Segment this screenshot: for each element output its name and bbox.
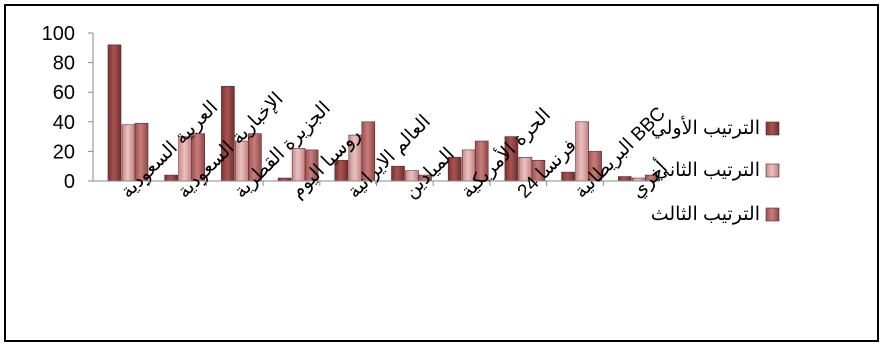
legend-swatch <box>765 121 780 136</box>
bar <box>561 171 575 182</box>
y-tick-label: 80 <box>53 53 75 75</box>
legend-swatch <box>765 207 780 222</box>
y-tick-label: 60 <box>53 82 75 104</box>
legend: الترتيب الأولي الترتيب الثاني الترتيب الثا… <box>651 115 780 225</box>
bar <box>164 174 178 182</box>
bars-group <box>107 44 659 182</box>
bar <box>107 44 122 182</box>
y-tick-label: 40 <box>53 112 75 134</box>
y-tick-label: 0 <box>64 171 75 193</box>
y-tick-label: 20 <box>53 141 75 163</box>
legend-label: الترتيب الأولي <box>651 115 760 139</box>
legend-label: الترتيب الثاني <box>654 160 760 181</box>
chart-frame <box>4 4 879 342</box>
bar <box>617 176 632 182</box>
legend-label: الترتيب الثالث <box>651 204 760 225</box>
y-tick-label: 100 <box>42 23 75 45</box>
y-axis: 0 20 40 60 80 100 <box>42 23 94 193</box>
bar <box>391 165 405 182</box>
legend-swatch <box>765 163 780 178</box>
